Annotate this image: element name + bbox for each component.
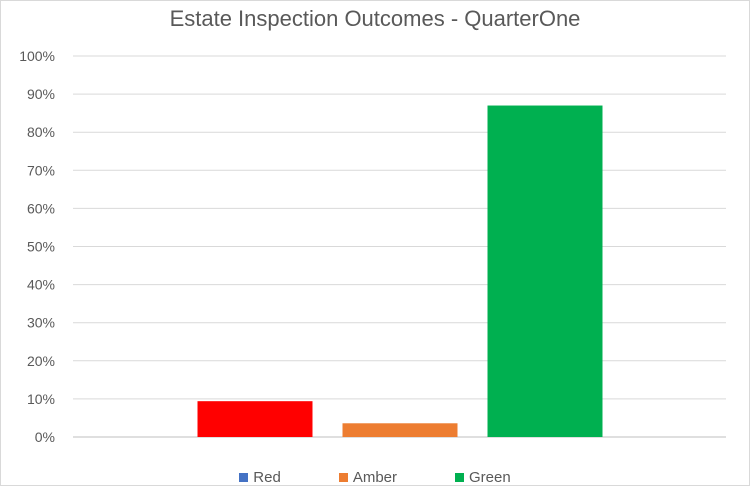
y-tick-label: 0% xyxy=(35,429,55,445)
y-tick-label: 70% xyxy=(27,162,55,178)
legend-swatch xyxy=(338,472,348,482)
bar-green xyxy=(487,105,603,437)
y-axis-ticks: 0% 10% 20% 30% 40% 50% 60% 70% 80% 90% 100% xyxy=(19,48,55,445)
bar-red xyxy=(197,401,313,437)
y-tick-label: 100% xyxy=(19,48,55,64)
legend-item-amber: Amber xyxy=(338,467,397,487)
y-tick-label: 20% xyxy=(27,353,55,369)
legend-label: Green xyxy=(469,468,511,486)
legend-item-red: Red xyxy=(239,467,281,487)
y-tick-label: 90% xyxy=(27,86,55,102)
legend-item-green: Green xyxy=(455,467,511,487)
y-tick-label: 50% xyxy=(27,239,55,255)
y-tick-label: 40% xyxy=(27,277,55,293)
y-tick-label: 10% xyxy=(27,391,55,407)
legend-swatch xyxy=(455,472,464,482)
legend-swatch xyxy=(239,472,249,482)
bars xyxy=(197,105,603,437)
gridlines xyxy=(73,55,726,438)
y-tick-label: 60% xyxy=(27,200,55,216)
y-tick-label: 80% xyxy=(27,124,55,140)
legend-label: Red xyxy=(253,468,281,486)
y-tick-label: 30% xyxy=(27,315,55,331)
bar-amber xyxy=(342,423,458,437)
legend: Red Amber Green xyxy=(1,467,749,487)
chart-title: Estate Inspection Outcomes - QuarterOne xyxy=(169,6,581,31)
legend-label: Amber xyxy=(352,468,397,486)
